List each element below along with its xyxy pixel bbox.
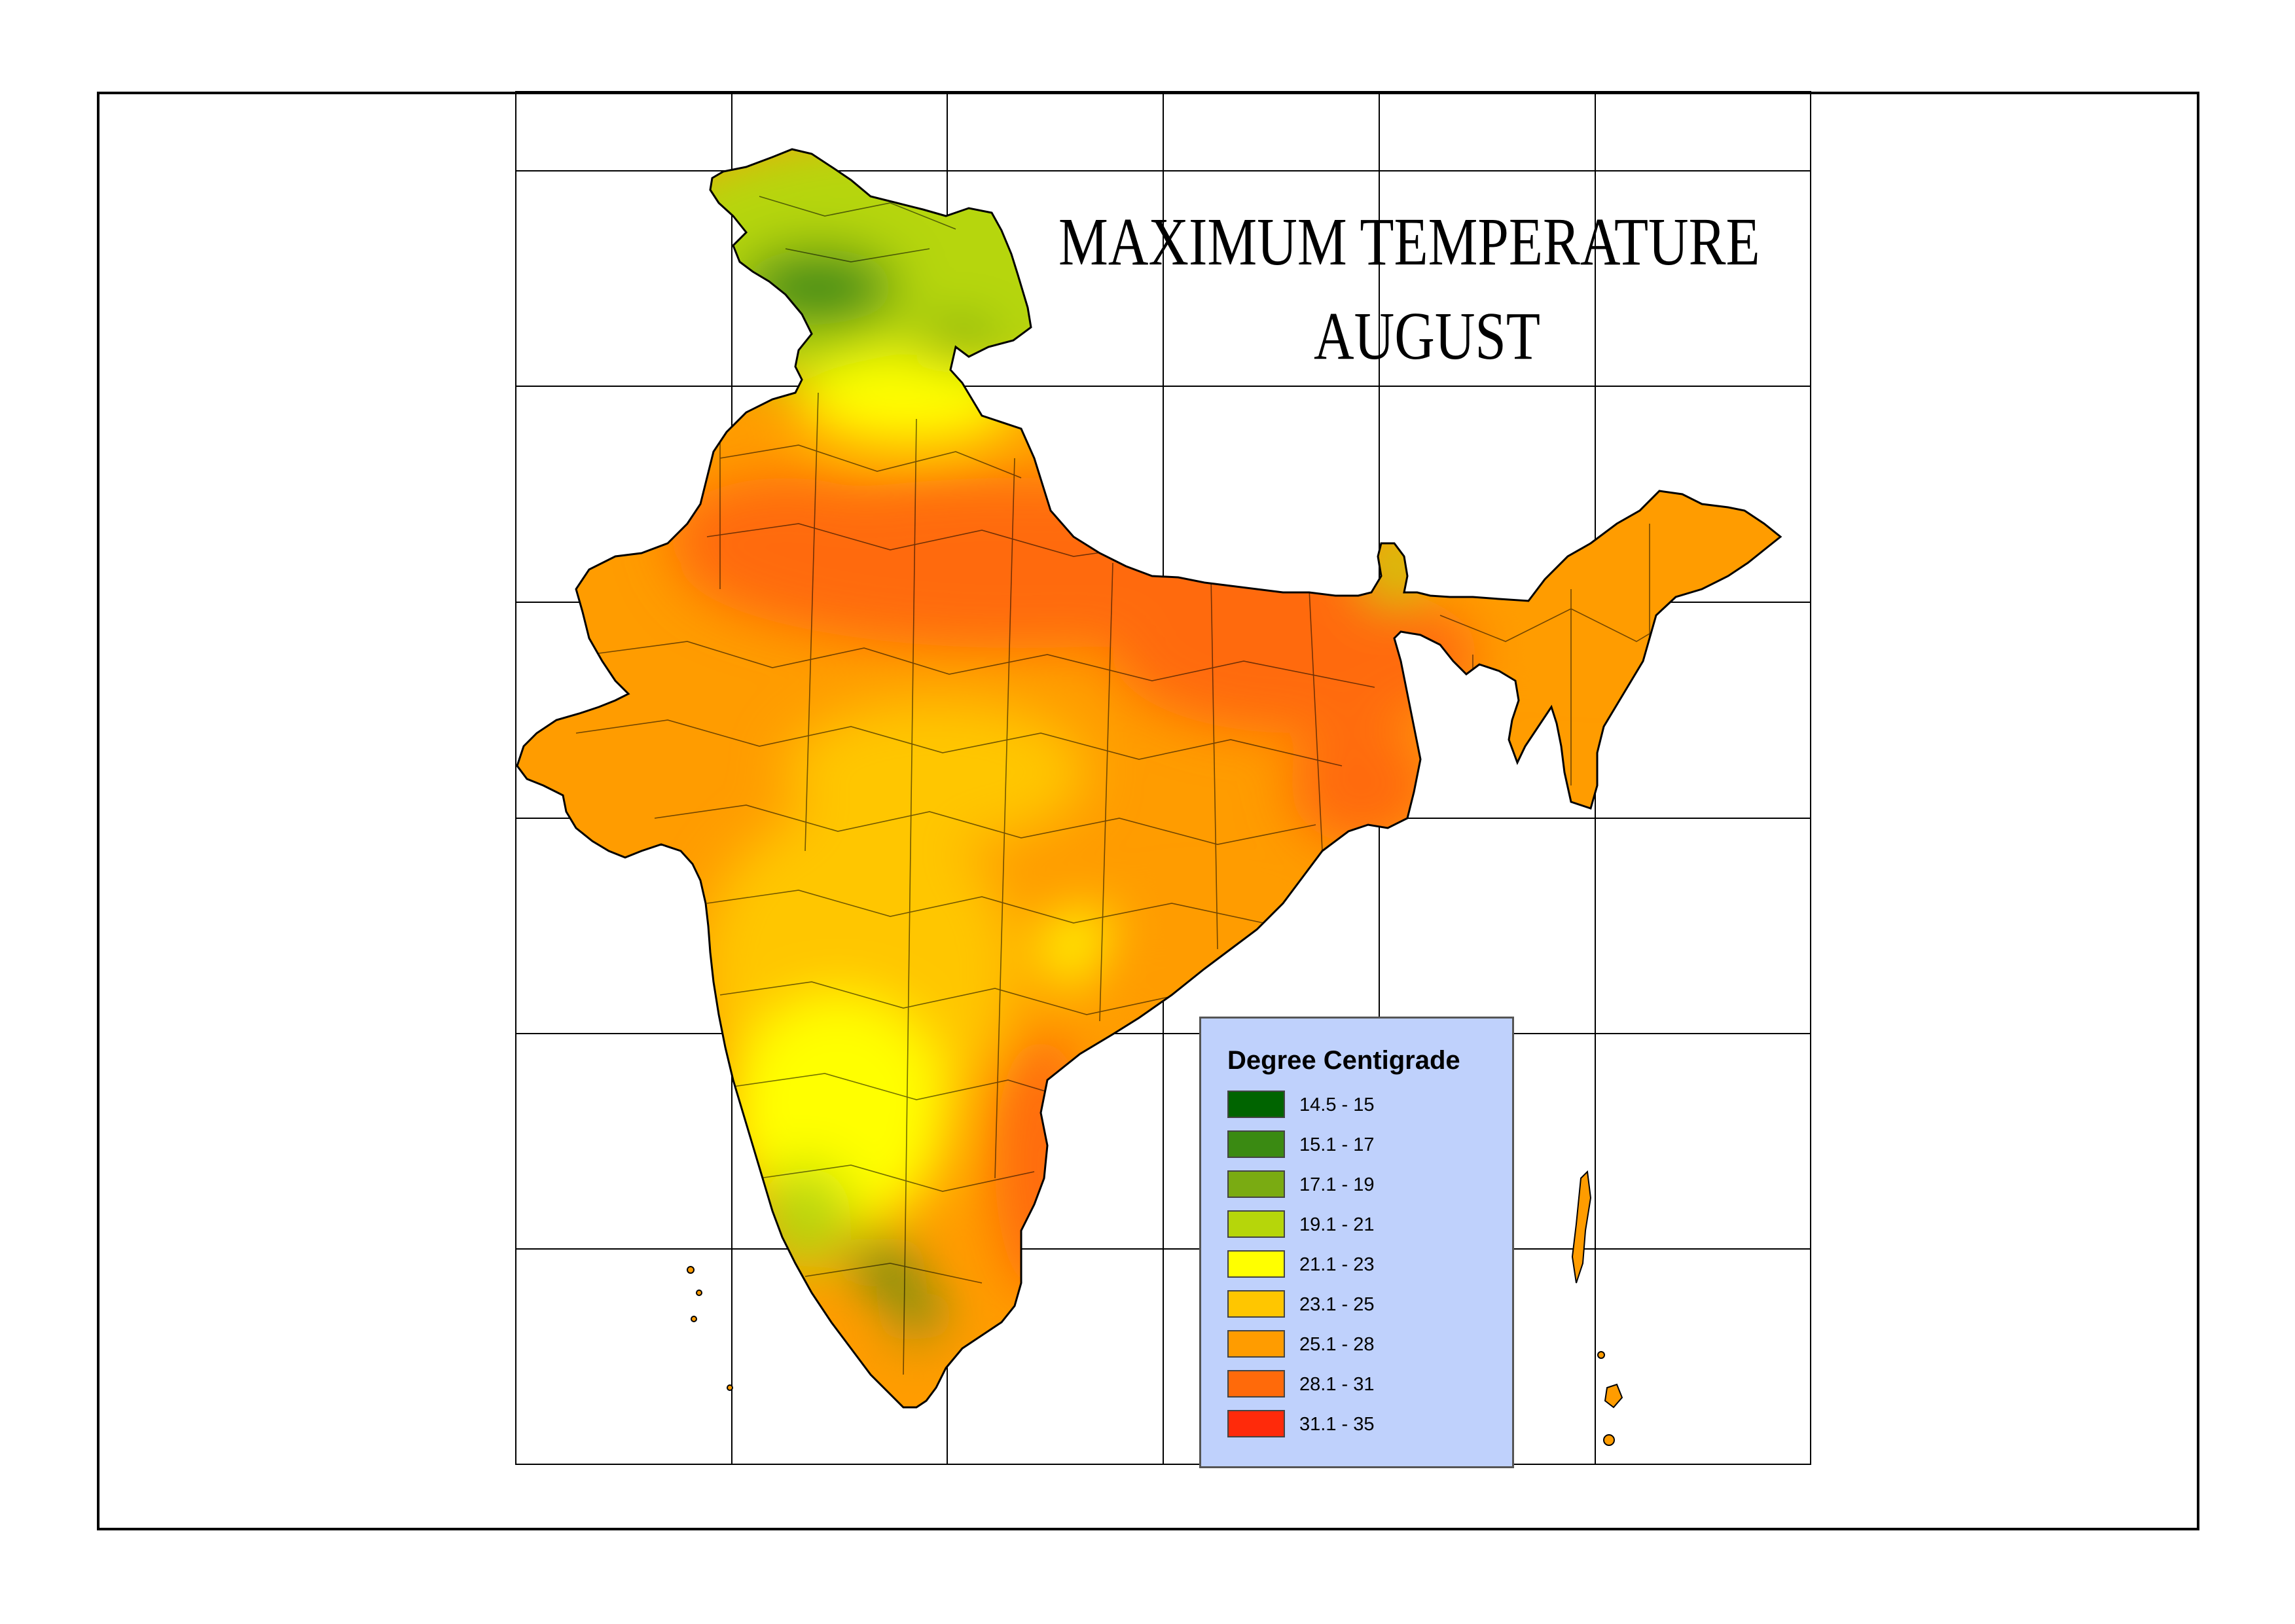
legend-label: 23.1 - 25 [1299, 1294, 1375, 1315]
lakshadweep-islands [687, 1266, 733, 1391]
legend-title: Degree Centigrade [1227, 1046, 1460, 1075]
india-outline [516, 148, 1782, 1409]
andaman-islands [1571, 1170, 1623, 1446]
legend-item: 23.1 - 25 [1227, 1290, 1502, 1319]
map-subtitle: AUGUST [1314, 298, 1540, 374]
legend-item: 25.1 - 28 [1227, 1330, 1502, 1359]
legend-label: 31.1 - 35 [1299, 1414, 1375, 1435]
legend-label: 15.1 - 17 [1299, 1134, 1375, 1155]
district-boundaries [575, 196, 1703, 1375]
legend-label: 17.1 - 19 [1299, 1174, 1375, 1195]
legend-item: 21.1 - 23 [1227, 1250, 1502, 1279]
map-title: MAXIMUM TEMPERATURE [1058, 204, 1760, 280]
legend-item: 17.1 - 19 [1227, 1170, 1502, 1199]
legend-swatch [1227, 1410, 1285, 1437]
legend-item: 28.1 - 31 [1227, 1370, 1502, 1399]
legend-label: 14.5 - 15 [1299, 1094, 1375, 1115]
legend-item: 14.5 - 15 [1227, 1091, 1502, 1119]
legend-swatch [1227, 1130, 1285, 1158]
legend-item: 31.1 - 35 [1227, 1410, 1502, 1439]
legend-swatch [1227, 1330, 1285, 1358]
legend: Degree Centigrade 14.5 - 15 15.1 - 17 17.1… [1199, 1017, 1514, 1468]
legend-swatch [1227, 1091, 1285, 1118]
legend-item: 19.1 - 21 [1227, 1210, 1502, 1239]
legend-swatch [1227, 1290, 1285, 1318]
legend-swatch [1227, 1250, 1285, 1278]
legend-label: 28.1 - 31 [1299, 1374, 1375, 1395]
legend-swatch [1227, 1370, 1285, 1398]
legend-label: 21.1 - 23 [1299, 1254, 1375, 1275]
legend-label: 25.1 - 28 [1299, 1334, 1375, 1355]
legend-swatch [1227, 1210, 1285, 1238]
legend-label: 19.1 - 21 [1299, 1214, 1375, 1235]
legend-item: 15.1 - 17 [1227, 1130, 1502, 1159]
legend-swatch [1227, 1170, 1285, 1198]
page-frame [97, 92, 2199, 1530]
